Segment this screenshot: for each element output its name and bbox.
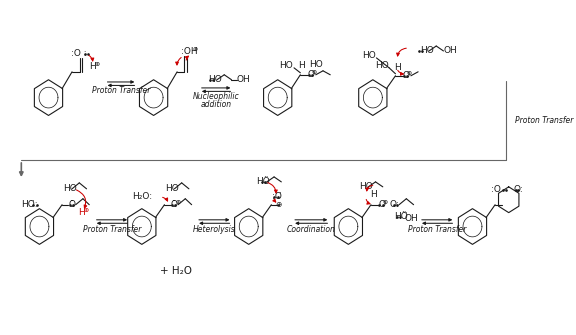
Text: H: H <box>78 208 85 217</box>
Text: OH: OH <box>444 47 457 56</box>
Text: H: H <box>89 62 96 71</box>
Text: HO: HO <box>165 184 179 193</box>
Text: addition: addition <box>200 100 232 109</box>
Text: ⊕: ⊕ <box>275 200 282 209</box>
Text: OH: OH <box>237 75 251 84</box>
Text: :OH: :OH <box>181 48 198 57</box>
Text: HO: HO <box>359 182 373 191</box>
Text: H₂O:: H₂O: <box>132 192 153 201</box>
Text: Proton Transfer: Proton Transfer <box>408 225 467 234</box>
Text: HÖ: HÖ <box>256 177 270 186</box>
Text: :O :: :O : <box>71 50 87 58</box>
Text: + H₂O: + H₂O <box>160 266 192 276</box>
Text: HȮ: HȮ <box>208 75 222 84</box>
Text: Nucleophilic: Nucleophilic <box>193 92 240 101</box>
Text: HO: HO <box>63 184 77 193</box>
Text: H: H <box>394 63 401 72</box>
Text: H: H <box>370 190 377 199</box>
Text: Heterolysis: Heterolysis <box>193 225 236 234</box>
Text: ⊕: ⊕ <box>311 70 317 75</box>
Text: HO: HO <box>279 61 293 70</box>
Text: ⊕: ⊕ <box>382 200 387 205</box>
Text: HÖ̈: HÖ̈ <box>393 212 407 221</box>
Text: ⊕: ⊕ <box>95 62 100 67</box>
Text: OH: OH <box>404 214 418 223</box>
Text: O:: O: <box>389 200 399 209</box>
Text: ⊕: ⊕ <box>83 208 88 213</box>
Text: HO: HO <box>362 52 376 60</box>
Text: :Ö: :Ö <box>272 192 282 201</box>
Text: HO: HO <box>420 47 434 56</box>
Text: H: H <box>298 61 305 70</box>
Text: Proton Transfer: Proton Transfer <box>92 86 150 95</box>
Text: O: O <box>403 71 410 80</box>
Text: HO: HO <box>309 60 323 69</box>
Text: :O: :O <box>491 185 501 194</box>
Text: Ö: Ö <box>171 200 178 209</box>
Text: O:: O: <box>513 185 523 194</box>
Text: O: O <box>378 200 385 209</box>
Text: ⊕: ⊕ <box>407 71 412 76</box>
Text: HO: HO <box>376 61 389 70</box>
Text: Proton Transfer: Proton Transfer <box>83 225 141 234</box>
Text: Ö: Ö <box>69 200 75 209</box>
Text: O: O <box>308 70 314 79</box>
Text: Proton Transfer: Proton Transfer <box>515 116 574 125</box>
Text: ⊕: ⊕ <box>192 48 198 53</box>
Text: HÖ:: HÖ: <box>21 200 37 209</box>
Text: Coordination: Coordination <box>287 225 336 234</box>
Text: ⊕: ⊕ <box>176 200 181 205</box>
